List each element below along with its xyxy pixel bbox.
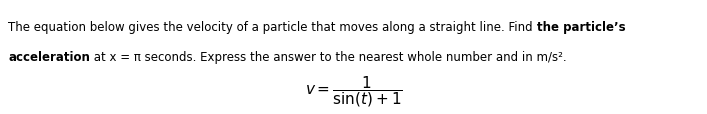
Text: The equation below gives the velocity of a particle that moves along a straight : The equation below gives the velocity of…	[8, 21, 537, 33]
Text: the particle’s: the particle’s	[537, 21, 626, 33]
Text: $v = \dfrac{1}{\sin(t) + 1}$: $v = \dfrac{1}{\sin(t) + 1}$	[305, 74, 402, 108]
Text: acceleration: acceleration	[8, 50, 90, 63]
Text: at x = π seconds. Express the answer to the nearest whole number and in m/s².: at x = π seconds. Express the answer to …	[90, 50, 567, 63]
